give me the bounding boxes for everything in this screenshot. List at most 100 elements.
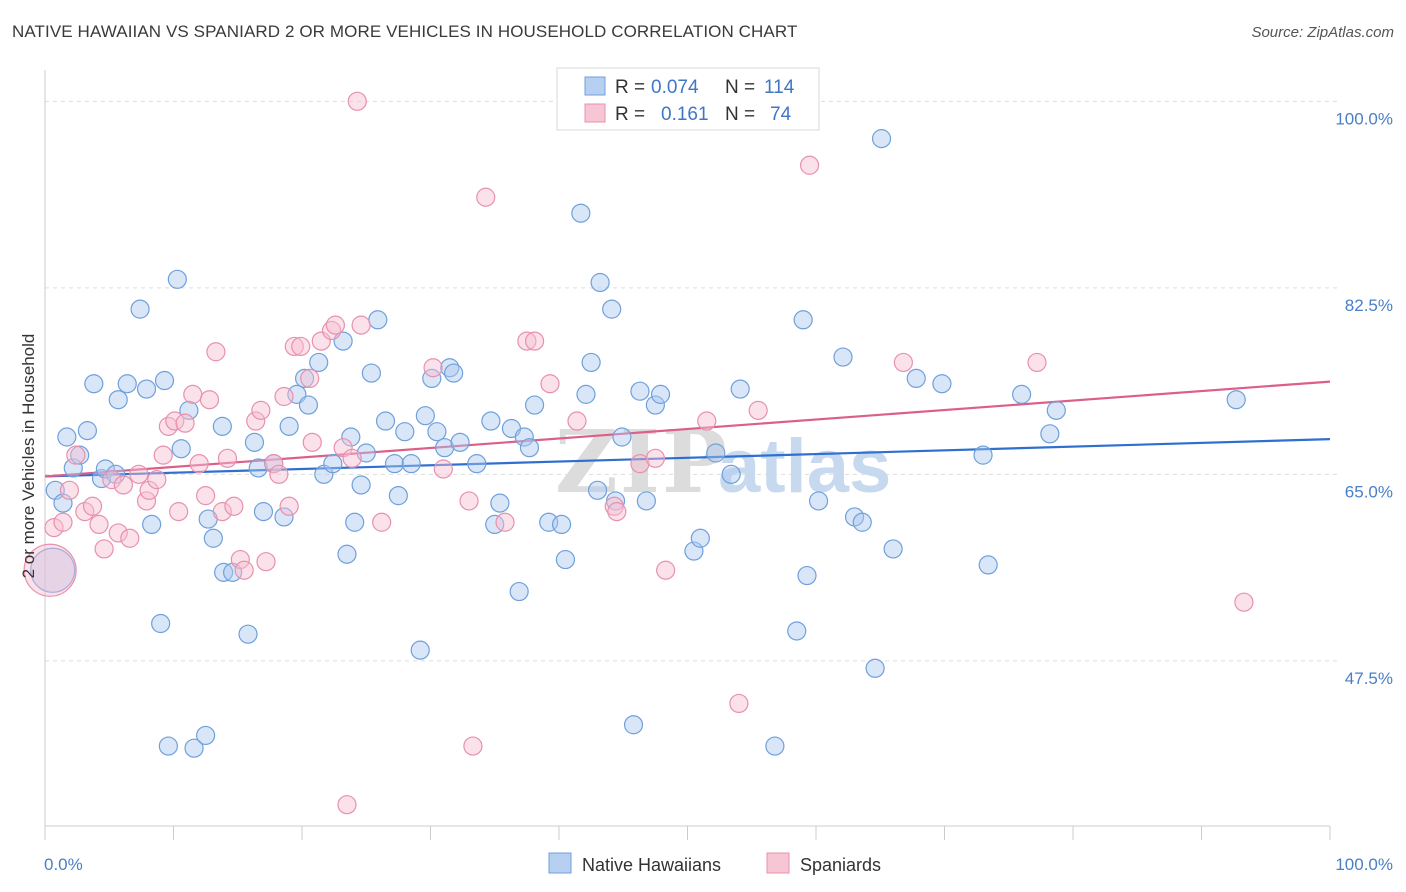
native-hawaiian-point bbox=[375, 411, 396, 431]
native-hawaiian-point bbox=[238, 624, 258, 644]
spaniard-trend bbox=[44, 380, 1331, 478]
native-hawaiian-point bbox=[833, 347, 853, 367]
native-hawaiian-point bbox=[765, 736, 785, 756]
native-hawaiian-point bbox=[906, 368, 926, 388]
native-hawaiian-point bbox=[171, 439, 191, 459]
native-hawaiian-point bbox=[415, 406, 435, 426]
spaniard-point bbox=[234, 560, 254, 580]
spaniard-point bbox=[423, 358, 443, 378]
chart-title: NATIVE HAWAIIAN VS SPANIARD 2 OR MORE VE… bbox=[12, 22, 798, 41]
native-hawaiian-point bbox=[341, 427, 361, 447]
native-hawaiian-point bbox=[244, 432, 265, 452]
spaniard-point bbox=[342, 448, 362, 468]
native-hawaiian-point bbox=[509, 581, 529, 602]
spaniard-point bbox=[169, 502, 189, 522]
native-hawaiian-point bbox=[108, 390, 128, 410]
native-hawaiian-point bbox=[248, 458, 268, 478]
spaniard-point bbox=[697, 411, 717, 431]
y-tick-label: 47.5% bbox=[1345, 669, 1393, 688]
spaniard-point bbox=[158, 416, 178, 436]
spaniard-point bbox=[321, 320, 342, 341]
spaniard-point bbox=[147, 470, 167, 490]
spaniard-point bbox=[325, 315, 346, 335]
native-hawaiian-point bbox=[95, 459, 115, 479]
native-hawaiian-point bbox=[721, 464, 741, 484]
native-hawaiian-point bbox=[1040, 424, 1060, 444]
spaniard-point bbox=[120, 528, 140, 548]
spaniard-point bbox=[44, 517, 64, 538]
spaniard-point bbox=[246, 411, 266, 431]
spaniard-point bbox=[230, 549, 250, 570]
spaniard-point bbox=[517, 331, 537, 351]
native-hawaiian-point bbox=[555, 549, 576, 570]
native-hawaiian-point bbox=[602, 299, 622, 319]
native-hawaiian-point bbox=[136, 379, 157, 399]
native-hawaiian-point bbox=[337, 544, 357, 564]
native-hawaiian-point bbox=[368, 310, 388, 330]
native-hawaiian-point bbox=[590, 272, 610, 293]
spaniard-point bbox=[459, 491, 479, 511]
native-hawaiian-point bbox=[1046, 400, 1066, 420]
spaniard-point bbox=[302, 432, 322, 452]
spaniard-point bbox=[139, 480, 159, 500]
bottom-legend-spaniard: Spaniards bbox=[800, 855, 881, 875]
spaniard-point bbox=[540, 374, 560, 394]
spaniard-point bbox=[291, 336, 311, 357]
native-hawaiian-point bbox=[490, 493, 510, 513]
native-hawaiian-point bbox=[158, 736, 178, 756]
native-hawaiian-point bbox=[636, 491, 656, 511]
native-hawaiian-point bbox=[797, 565, 817, 586]
native-hawaiian-point bbox=[645, 395, 665, 415]
native-hawaiian-point bbox=[612, 427, 632, 447]
spaniard-point bbox=[567, 411, 587, 431]
spaniard-point bbox=[476, 187, 496, 207]
native-hawaiian-point bbox=[690, 528, 710, 548]
spaniard-point bbox=[748, 400, 768, 420]
spaniard-point bbox=[102, 470, 122, 490]
native-hawaiian-point bbox=[973, 445, 993, 465]
native-hawaiian-point bbox=[852, 512, 872, 532]
x-tick-labels: 0.0% 100.0% bbox=[44, 855, 1393, 874]
spaniard-point bbox=[524, 331, 545, 351]
native-hawaiian-point bbox=[808, 491, 829, 511]
spaniard-point bbox=[189, 454, 209, 474]
spaniard-point bbox=[217, 448, 238, 468]
native-hawaiian-point bbox=[57, 427, 77, 447]
y-tick-label: 100.0% bbox=[1335, 109, 1393, 128]
native-hawaiian-point bbox=[871, 129, 892, 149]
native-hawaiian-point bbox=[1011, 384, 1032, 404]
spaniard-point bbox=[351, 315, 371, 335]
native-hawaiian-point bbox=[793, 310, 813, 330]
spaniard-point bbox=[175, 413, 195, 433]
spaniard-point bbox=[269, 464, 289, 484]
native-hawaiian-point bbox=[1226, 390, 1246, 410]
legend-r-label-2: R = bbox=[615, 104, 645, 125]
native-hawaiian-point bbox=[730, 379, 750, 399]
native-hawaiian-point bbox=[117, 374, 137, 394]
native-hawaiian-point bbox=[401, 454, 421, 474]
native-hawaiian-point bbox=[978, 555, 998, 575]
spaniard-point bbox=[59, 480, 80, 500]
spaniard-point bbox=[279, 496, 299, 516]
spaniard-point bbox=[256, 552, 276, 572]
native-hawaiian-point bbox=[142, 514, 162, 535]
native-hawaiian-point bbox=[323, 454, 343, 474]
native-hawaiian-point bbox=[154, 370, 175, 391]
trend-lines bbox=[44, 380, 1331, 478]
bottom-legend-swatch-hawaiian bbox=[548, 852, 572, 874]
legend-n-value-1: 114 bbox=[764, 77, 795, 98]
spaniard-point bbox=[463, 736, 483, 756]
native-hawaiian-point bbox=[203, 528, 223, 548]
native-hawaiian-point bbox=[179, 400, 199, 420]
spaniard-point bbox=[153, 445, 173, 465]
native-hawaiian-point bbox=[184, 738, 204, 758]
spaniard-point bbox=[495, 512, 515, 532]
legend-swatch-spaniard bbox=[584, 103, 606, 123]
spaniard-point bbox=[264, 454, 284, 474]
spaniard-point bbox=[729, 693, 749, 714]
bottom-legend-swatch-spaniard bbox=[766, 852, 790, 874]
native-hawaiian-point bbox=[106, 464, 126, 484]
native-hawaiian-point bbox=[167, 269, 187, 289]
native-hawaiian-point bbox=[787, 621, 807, 641]
